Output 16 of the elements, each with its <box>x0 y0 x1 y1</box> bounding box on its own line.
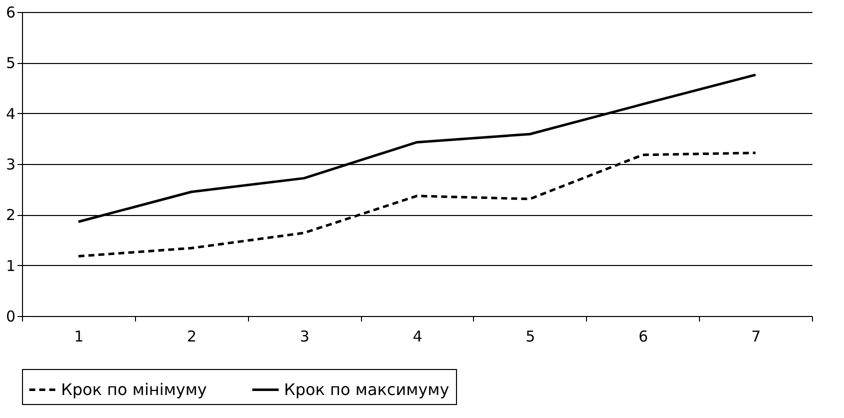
x-tick-label: 2 <box>187 328 197 346</box>
x-tick-label: 4 <box>412 328 422 346</box>
y-tick-label: 6 <box>6 4 16 22</box>
y-tick-label: 3 <box>6 156 16 174</box>
x-tick-label: 7 <box>751 328 761 346</box>
y-tick-label: 2 <box>6 206 16 224</box>
x-tick-label: 1 <box>74 328 84 346</box>
y-tick-label: 0 <box>6 308 16 326</box>
x-tick-label: 3 <box>300 328 310 346</box>
legend-label: Крок по мінімуму <box>61 380 207 399</box>
x-tick-label: 5 <box>526 328 536 346</box>
y-tick-label: 1 <box>6 256 16 275</box>
y-tick-label: 4 <box>6 104 16 123</box>
y-tick-label: 5 <box>6 54 16 72</box>
legend-label: Крок по максимуму <box>284 380 450 399</box>
x-tick-label: 6 <box>638 328 648 346</box>
